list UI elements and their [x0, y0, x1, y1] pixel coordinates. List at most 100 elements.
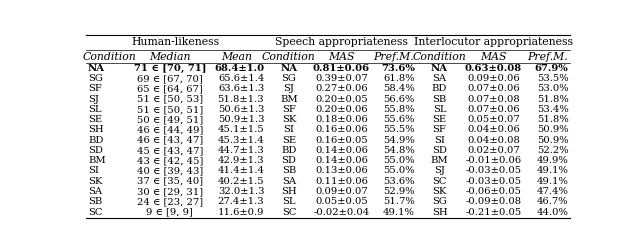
Text: 51.8±1.3: 51.8±1.3: [218, 95, 264, 104]
Text: 9 ∈ [9, 9]: 9 ∈ [9, 9]: [147, 207, 193, 217]
Text: -0.03±0.05: -0.03±0.05: [465, 177, 522, 186]
Text: 51.7%: 51.7%: [383, 197, 415, 206]
Text: 0.27±0.06: 0.27±0.06: [315, 84, 367, 93]
Text: SH: SH: [281, 187, 297, 196]
Text: 55.5%: 55.5%: [383, 125, 415, 134]
Text: Interlocutor appropriateness: Interlocutor appropriateness: [413, 37, 573, 47]
Text: 55.8%: 55.8%: [383, 105, 415, 114]
Text: 0.20±0.06: 0.20±0.06: [315, 105, 367, 114]
Text: 51.8%: 51.8%: [537, 95, 568, 104]
Text: Pref.M.: Pref.M.: [527, 52, 568, 62]
Text: 43 ∈ [42, 45]: 43 ∈ [42, 45]: [136, 156, 203, 165]
Text: Condition: Condition: [83, 52, 136, 62]
Text: Human-likeness: Human-likeness: [132, 37, 220, 47]
Text: 65.6±1.4: 65.6±1.4: [218, 74, 264, 83]
Text: 67.9%: 67.9%: [535, 64, 568, 73]
Text: SE: SE: [282, 136, 296, 145]
Text: NA: NA: [431, 64, 448, 73]
Text: 0.16±0.05: 0.16±0.05: [315, 136, 368, 145]
Text: 58.4%: 58.4%: [383, 84, 415, 93]
Text: SF: SF: [282, 105, 296, 114]
Text: SB: SB: [88, 197, 102, 206]
Text: 40 ∈ [39, 43]: 40 ∈ [39, 43]: [137, 166, 203, 176]
Text: 42.9±1.3: 42.9±1.3: [218, 156, 264, 165]
Text: 45 ∈ [43, 47]: 45 ∈ [43, 47]: [136, 146, 203, 155]
Text: 0.07±0.06: 0.07±0.06: [467, 105, 520, 114]
Text: 52.9%: 52.9%: [383, 187, 415, 196]
Text: -0.01±0.06: -0.01±0.06: [465, 156, 522, 165]
Text: 30 ∈ [29, 31]: 30 ∈ [29, 31]: [137, 187, 203, 196]
Text: SC: SC: [88, 207, 102, 217]
Text: Condition: Condition: [262, 52, 316, 62]
Text: 53.5%: 53.5%: [537, 74, 568, 83]
Text: SG: SG: [282, 74, 296, 83]
Text: SB: SB: [282, 166, 296, 176]
Text: SI: SI: [284, 125, 294, 134]
Text: 44.0%: 44.0%: [537, 207, 568, 217]
Text: 37 ∈ [35, 40]: 37 ∈ [35, 40]: [137, 177, 203, 186]
Text: BD: BD: [88, 136, 103, 145]
Text: 32.0±1.3: 32.0±1.3: [218, 187, 264, 196]
Text: 0.18±0.06: 0.18±0.06: [315, 115, 368, 124]
Text: SD: SD: [432, 146, 447, 155]
Text: 49.1%: 49.1%: [537, 166, 568, 176]
Text: SC: SC: [432, 177, 447, 186]
Text: SL: SL: [88, 105, 101, 114]
Text: SJ: SJ: [434, 166, 445, 176]
Text: 0.63±0.08: 0.63±0.08: [465, 64, 522, 73]
Text: 0.09±0.07: 0.09±0.07: [315, 187, 368, 196]
Text: 0.14±0.06: 0.14±0.06: [315, 156, 368, 165]
Text: -0.02±0.04: -0.02±0.04: [313, 207, 369, 217]
Text: SB: SB: [433, 95, 447, 104]
Text: 40.2±1.5: 40.2±1.5: [218, 177, 264, 186]
Text: NA: NA: [280, 64, 298, 73]
Text: 0.05±0.07: 0.05±0.07: [467, 115, 520, 124]
Text: SF: SF: [433, 125, 447, 134]
Text: 0.81±0.06: 0.81±0.06: [313, 64, 370, 73]
Text: SG: SG: [88, 74, 103, 83]
Text: 46 ∈ [43, 47]: 46 ∈ [43, 47]: [137, 136, 203, 145]
Text: BM: BM: [280, 95, 298, 104]
Text: BD: BD: [432, 84, 447, 93]
Text: 50.6±1.3: 50.6±1.3: [218, 105, 264, 114]
Text: BM: BM: [88, 156, 106, 165]
Text: 0.04±0.06: 0.04±0.06: [467, 125, 520, 134]
Text: SH: SH: [88, 125, 104, 134]
Text: 53.6%: 53.6%: [383, 177, 415, 186]
Text: SA: SA: [88, 187, 102, 196]
Text: 44.7±1.3: 44.7±1.3: [218, 146, 264, 155]
Text: 53.4%: 53.4%: [537, 105, 568, 114]
Text: 71 ∈ [70, 71]: 71 ∈ [70, 71]: [134, 64, 206, 73]
Text: 49.1%: 49.1%: [537, 177, 568, 186]
Text: SL: SL: [433, 105, 446, 114]
Text: 56.6%: 56.6%: [383, 95, 415, 104]
Text: BM: BM: [431, 156, 448, 165]
Text: 0.02±0.07: 0.02±0.07: [467, 146, 520, 155]
Text: 51.8%: 51.8%: [537, 115, 568, 124]
Text: 50.9%: 50.9%: [537, 125, 568, 134]
Text: SD: SD: [282, 156, 296, 165]
Text: 0.13±0.06: 0.13±0.06: [315, 166, 368, 176]
Text: SF: SF: [88, 84, 102, 93]
Text: 47.4%: 47.4%: [537, 187, 568, 196]
Text: 0.04±0.08: 0.04±0.08: [467, 136, 520, 145]
Text: 45.1±1.5: 45.1±1.5: [218, 125, 264, 134]
Text: SI: SI: [88, 166, 99, 176]
Text: 50 ∈ [49, 51]: 50 ∈ [49, 51]: [137, 115, 203, 124]
Text: Mean: Mean: [221, 52, 252, 62]
Text: 50.9%: 50.9%: [537, 136, 568, 145]
Text: 73.6%: 73.6%: [381, 64, 415, 73]
Text: SA: SA: [433, 74, 447, 83]
Text: SI: SI: [434, 136, 445, 145]
Text: 0.05±0.05: 0.05±0.05: [315, 197, 368, 206]
Text: Condition: Condition: [413, 52, 467, 62]
Text: 11.6±0.9: 11.6±0.9: [218, 207, 264, 217]
Text: 0.09±0.06: 0.09±0.06: [467, 74, 520, 83]
Text: Pref.M.: Pref.M.: [373, 52, 414, 62]
Text: 24 ∈ [23, 27]: 24 ∈ [23, 27]: [137, 197, 203, 206]
Text: SA: SA: [282, 177, 296, 186]
Text: 55.0%: 55.0%: [383, 156, 415, 165]
Text: SJ: SJ: [284, 84, 294, 93]
Text: NA: NA: [88, 64, 105, 73]
Text: 69 ∈ [67, 70]: 69 ∈ [67, 70]: [137, 74, 203, 83]
